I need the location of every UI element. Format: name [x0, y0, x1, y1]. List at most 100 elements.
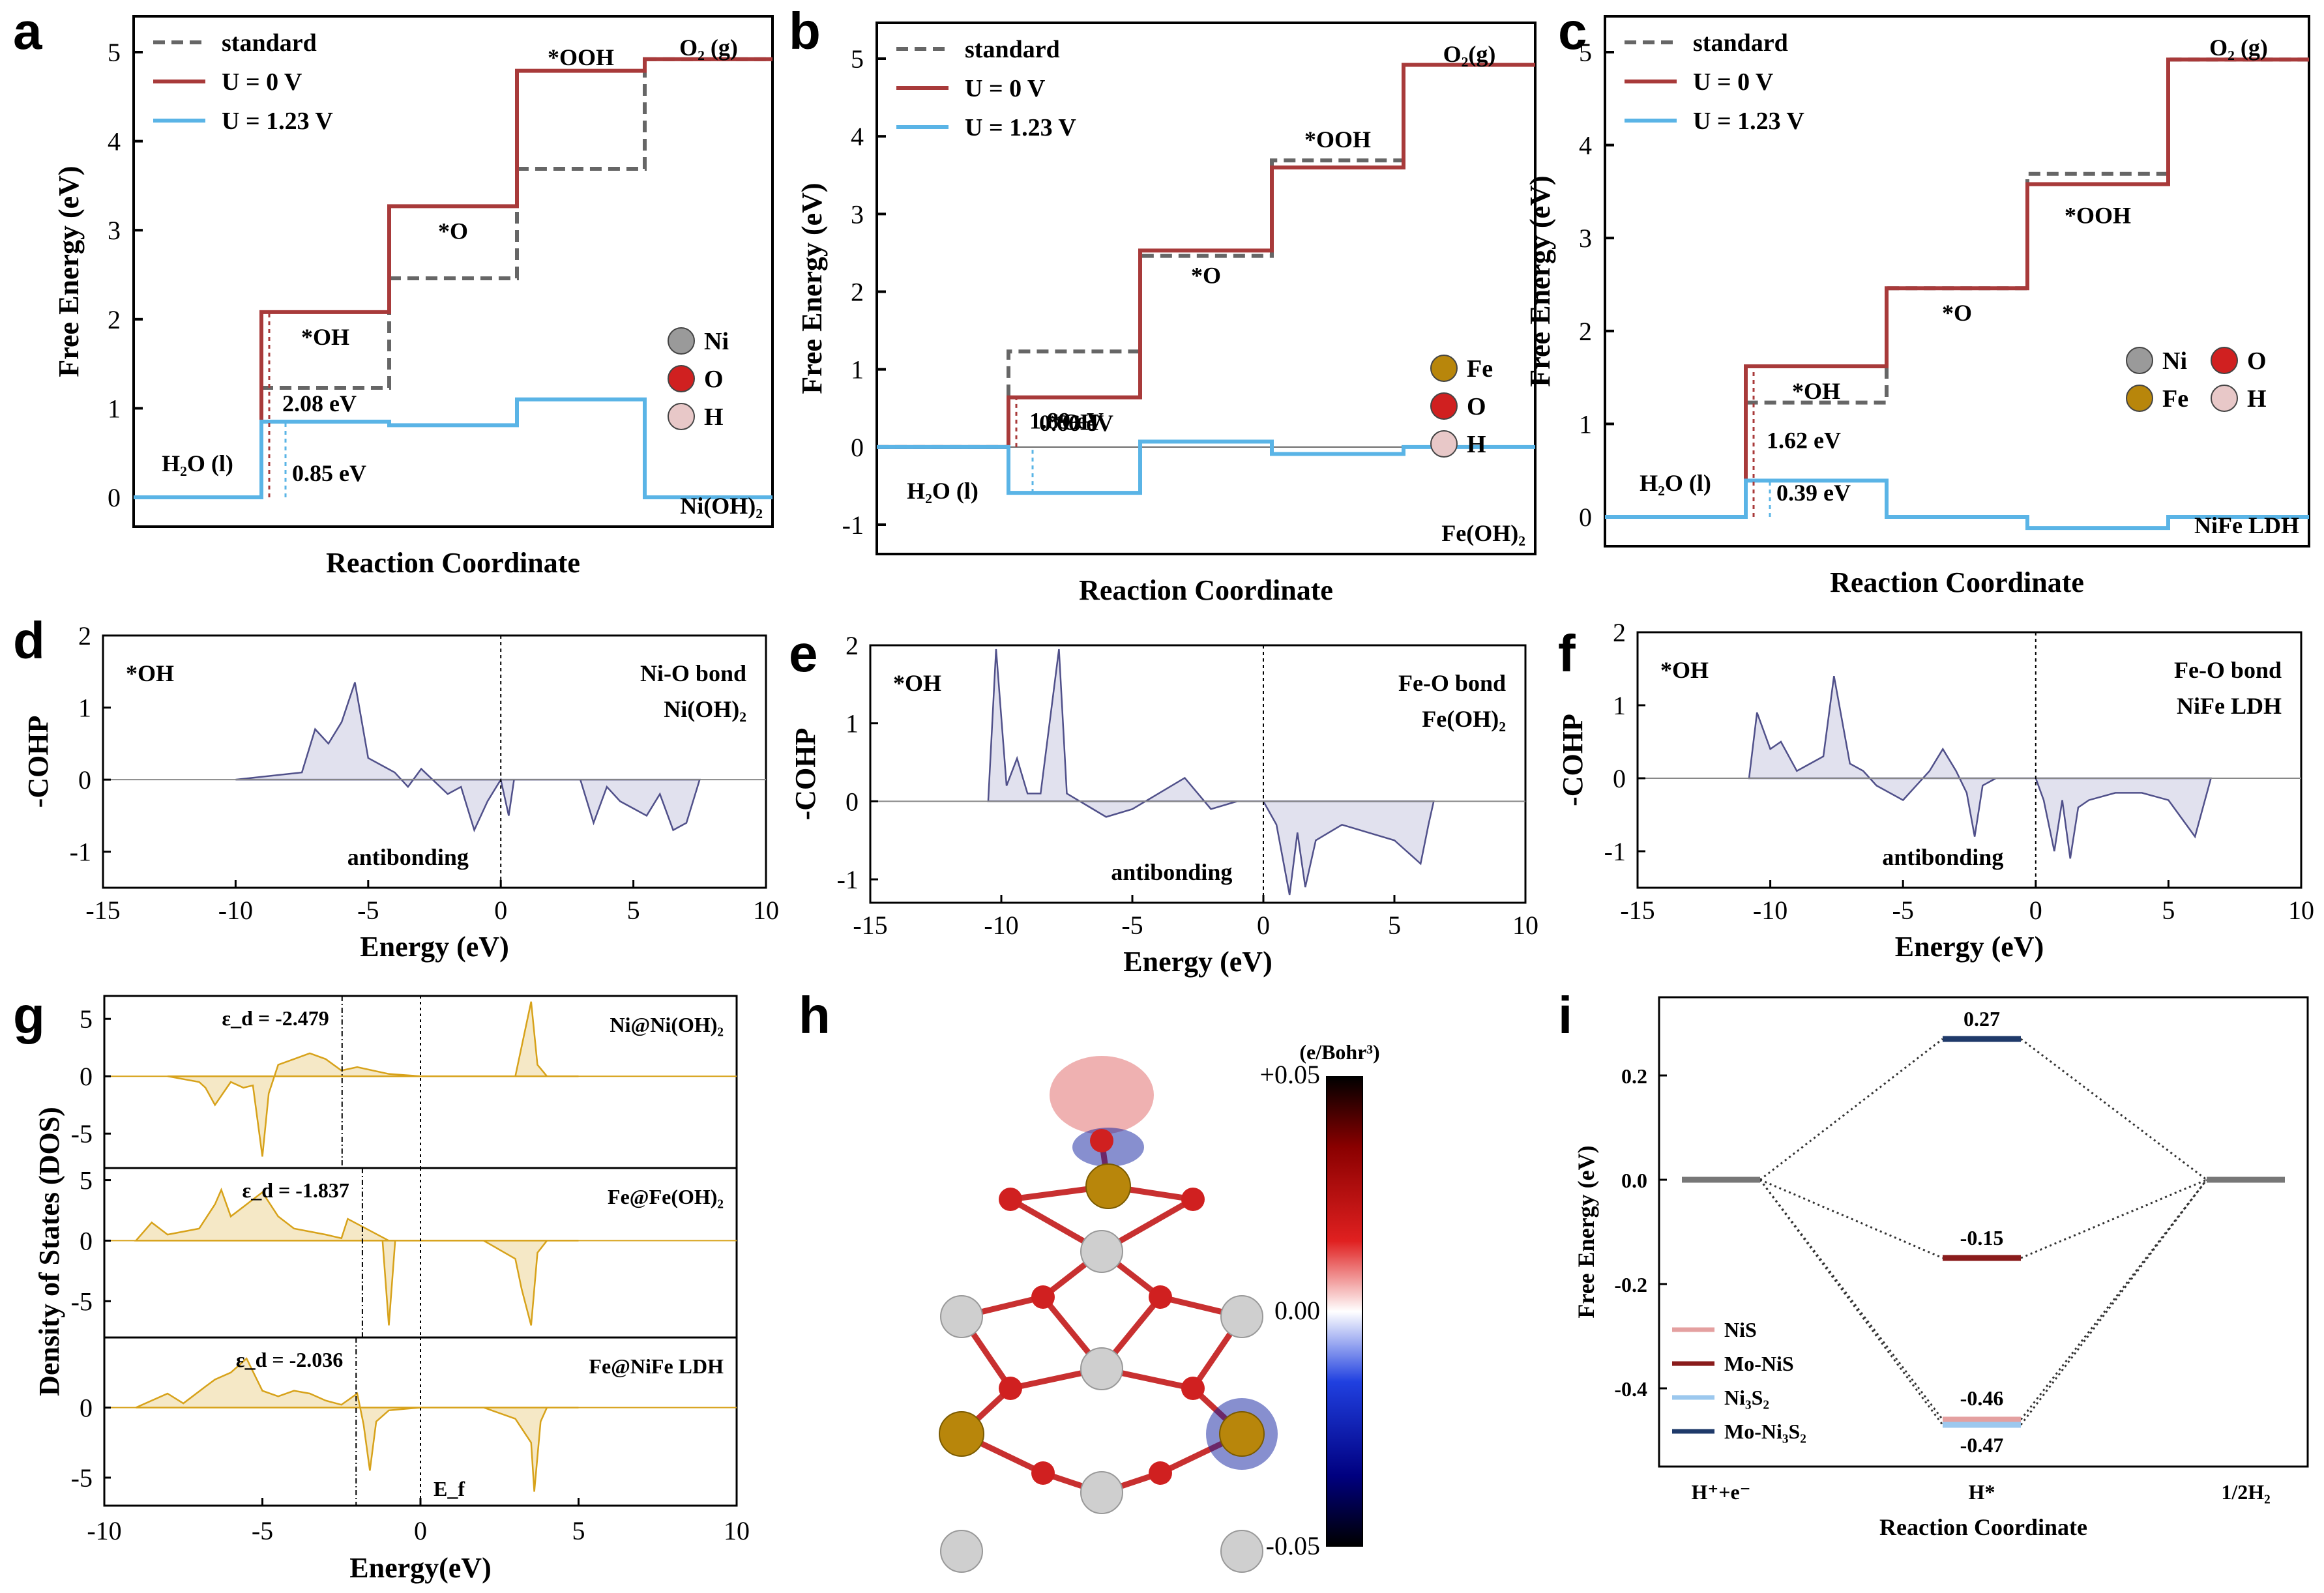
- ni-atom: [1080, 1471, 1123, 1514]
- y-tick-label: 1: [78, 694, 91, 723]
- o-atom: [999, 1377, 1022, 1400]
- x-tick-label: -10: [218, 896, 253, 925]
- x-tick-label: -15: [1620, 896, 1655, 925]
- y-tick-label: 1: [851, 355, 864, 385]
- y-tick-label: 5: [80, 1166, 93, 1195]
- colorbar-tick: -0.05: [1266, 1531, 1320, 1560]
- step-label: O₂(g): [1443, 41, 1496, 67]
- y-tick-label: 5: [80, 1004, 93, 1034]
- o-atom: [999, 1188, 1022, 1211]
- y-tick-label: 2: [1613, 618, 1626, 647]
- atom-legend-label: O: [1467, 393, 1486, 420]
- y-tick-label: 1: [1613, 691, 1626, 720]
- colorbar-tick: +0.05: [1259, 1060, 1320, 1089]
- atom-legend-label: H: [1467, 431, 1486, 458]
- connector-line: [1759, 1178, 2207, 1259]
- legend-label: U = 0 V: [222, 68, 302, 96]
- y-tick-label: 4: [108, 127, 121, 156]
- plot-frame: [102, 634, 767, 889]
- x-tick-label: 0: [494, 896, 507, 925]
- plot-frame: [1604, 15, 2310, 548]
- step-label: *OOH: [2065, 202, 2131, 228]
- x-axis-title: Reaction Coordinate: [326, 547, 580, 579]
- charge-accumulation: [1050, 1056, 1154, 1134]
- y-tick-label: 4: [1579, 131, 1592, 160]
- step-label: O₂ (g): [2209, 35, 2268, 61]
- x-axis-title: Energy (eV): [360, 931, 509, 963]
- ni-atom: [940, 1530, 983, 1573]
- data-label: -0.46: [1960, 1386, 2004, 1410]
- atom-o-icon: [2211, 347, 2238, 374]
- legend-label: U = 0 V: [1693, 68, 1774, 96]
- y-tick-label: -1: [1604, 837, 1626, 866]
- gap-label-u0: 1.62 eV: [1767, 427, 1841, 453]
- y-axis-title: Free Energy (eV): [1573, 1145, 1599, 1318]
- x-axis-title: Reaction Coordinate: [1830, 566, 2084, 598]
- gap-label-u0: 2.08 eV: [282, 390, 357, 417]
- x-tick-label: 10: [2288, 896, 2314, 925]
- x-tick-label: -5: [252, 1516, 273, 1545]
- y-tick-label: 4: [851, 122, 864, 151]
- x-tick-label: -5: [1892, 896, 1914, 925]
- colorbar: [1326, 1076, 1363, 1547]
- y-tick-label: 5: [1579, 38, 1592, 67]
- step-label: *OH: [1792, 378, 1840, 404]
- atom-legend-label: O: [704, 366, 724, 393]
- dos-curve: [167, 1001, 579, 1157]
- bond-label: Fe-O bond: [2174, 657, 2282, 683]
- connector-line: [1759, 1179, 2208, 1425]
- y-axis-title: Free Energy (eV): [1524, 175, 1556, 387]
- data-label: 0.27: [1964, 1007, 2000, 1030]
- step-label: H₂O (l): [1640, 470, 1711, 496]
- panel-letter-h: h: [799, 986, 831, 1044]
- plot-frame: [875, 22, 1537, 555]
- atom-legend-label: Fe: [2162, 385, 2188, 413]
- y-tick-label: 0: [108, 483, 121, 512]
- panel-a: 0 1 2 3 4 5 Reaction Coordinate Free Energy (eV…: [53, 15, 774, 579]
- d-band-center-label: ε_d = -1.837: [243, 1178, 349, 1202]
- step-label: *OH: [1050, 409, 1098, 435]
- bond-label: Ni-O bond: [640, 660, 746, 686]
- legend-label: standard: [1693, 29, 1788, 57]
- atom-legend-label: Fe: [1467, 355, 1493, 383]
- legend-label: U = 1.23 V: [1693, 108, 1804, 135]
- colorbar-tick: 0.00: [1274, 1296, 1320, 1325]
- y-tick-label: 3: [851, 199, 864, 229]
- series-u-1-23-v: [134, 397, 772, 499]
- panel-b: -1 0 1 2 3 4 5 Reaction Coordinate Free Energy (…: [796, 22, 1537, 606]
- y-tick-label: -1: [70, 838, 91, 867]
- material-label: Ni(OH)₂: [680, 493, 763, 519]
- dos-curve: [135, 1357, 579, 1492]
- x-tick-label: -10: [87, 1516, 121, 1545]
- y-tick-label: 0: [851, 433, 864, 462]
- antibonding-label: antibonding: [1882, 844, 2003, 870]
- y-tick-label: 1: [1579, 409, 1592, 439]
- gap-label-u123: 0.66 eV: [1039, 410, 1113, 436]
- plot-frame: [1636, 631, 2302, 889]
- y-tick-label: 5: [851, 44, 864, 74]
- legend-label: U = 1.23 V: [222, 108, 333, 135]
- y-tick-label: 0: [1613, 764, 1626, 793]
- atom-legend-label: Ni: [2162, 347, 2187, 375]
- legend-label: U = 1.23 V: [965, 114, 1076, 141]
- bond-label: Fe-O bond: [1398, 670, 1506, 696]
- x-tick-label: -10: [1753, 896, 1787, 925]
- plot-frame: [132, 15, 774, 528]
- panel-letter-a: a: [13, 2, 42, 60]
- step-label: O₂ (g): [679, 35, 738, 61]
- ni-atom: [940, 1295, 983, 1338]
- x-tick-label: 0: [1257, 911, 1270, 940]
- panel-letter-b: b: [789, 2, 821, 60]
- fe-atom: [939, 1411, 984, 1457]
- y-tick-label: 0.0: [1621, 1169, 1647, 1192]
- ni-atom: [1220, 1530, 1263, 1573]
- dos-site-label: Ni@Ni(OH)₂: [610, 1013, 724, 1036]
- x-tick-label: -10: [984, 911, 1018, 940]
- atom-h-icon: [2211, 385, 2238, 412]
- colorbar-title: (e/Bohr³): [1299, 1040, 1379, 1064]
- step-label: *O: [438, 218, 468, 244]
- step-label: *OOH: [548, 44, 614, 70]
- atom-h-icon: [668, 403, 695, 430]
- panel-g: 5 0 -5 ε_d = -2.479 Ni@Ni(OH)₂ 5 0 -5 ε_d = -1.8…: [33, 995, 750, 1584]
